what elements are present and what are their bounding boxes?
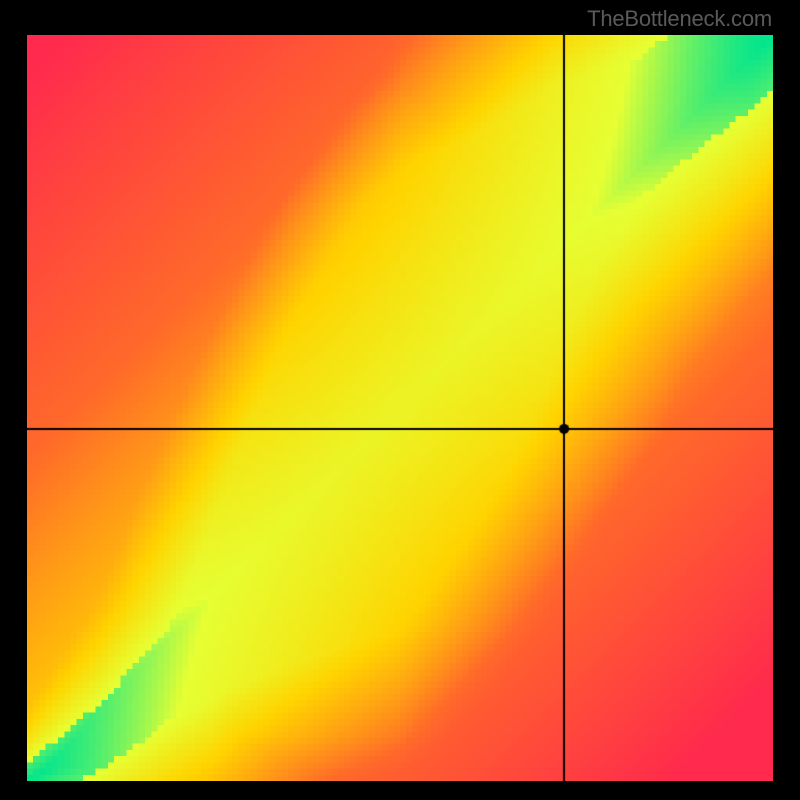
crosshair-overlay <box>27 35 773 781</box>
chart-container: TheBottleneck.com <box>0 0 800 800</box>
watermark-text: TheBottleneck.com <box>587 6 772 32</box>
